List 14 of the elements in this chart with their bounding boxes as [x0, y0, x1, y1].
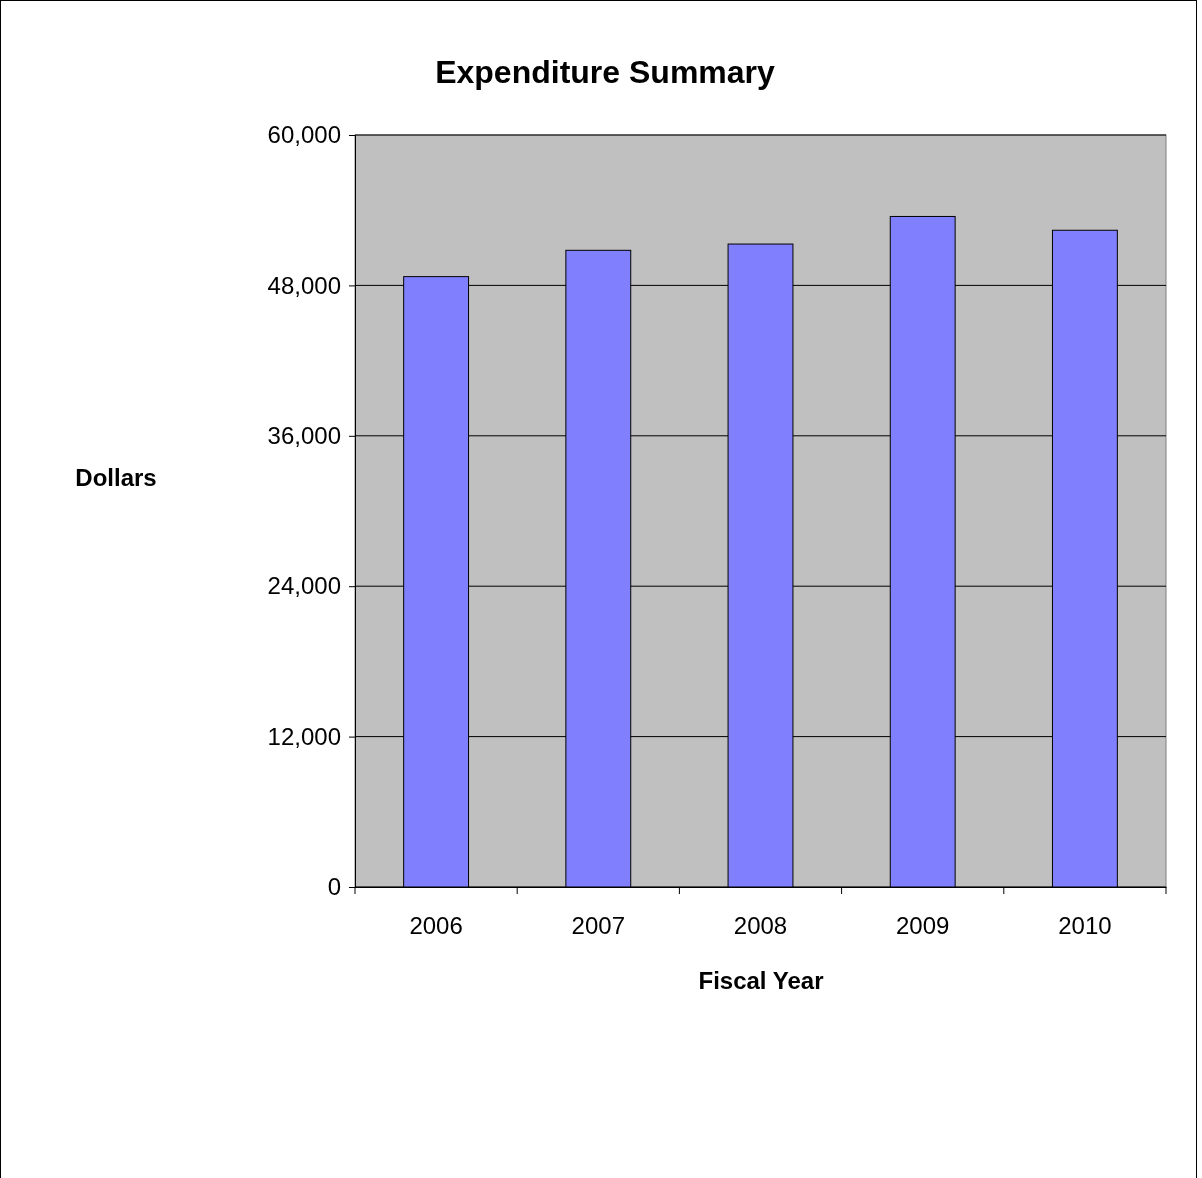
x-tick-label: 2007 [571, 912, 625, 940]
y-tick-label: 60,000 [267, 121, 341, 149]
x-tick-label: 2009 [896, 912, 950, 940]
y-axis-title: Dollars [75, 464, 157, 491]
x-axis-title: Fiscal Year [698, 967, 824, 994]
chart-title: Expenditure Summary [435, 54, 776, 90]
x-tick-label: 2010 [1058, 912, 1112, 940]
y-tick-label: 24,000 [267, 572, 341, 600]
y-tick-label: 0 [327, 873, 341, 901]
y-tick-label: 48,000 [267, 271, 341, 299]
y-tick-label: 12,000 [267, 722, 341, 750]
x-tick-label: 2008 [733, 912, 788, 940]
y-tick-label: 36,000 [267, 421, 341, 449]
x-tick-label: 2006 [409, 912, 463, 940]
